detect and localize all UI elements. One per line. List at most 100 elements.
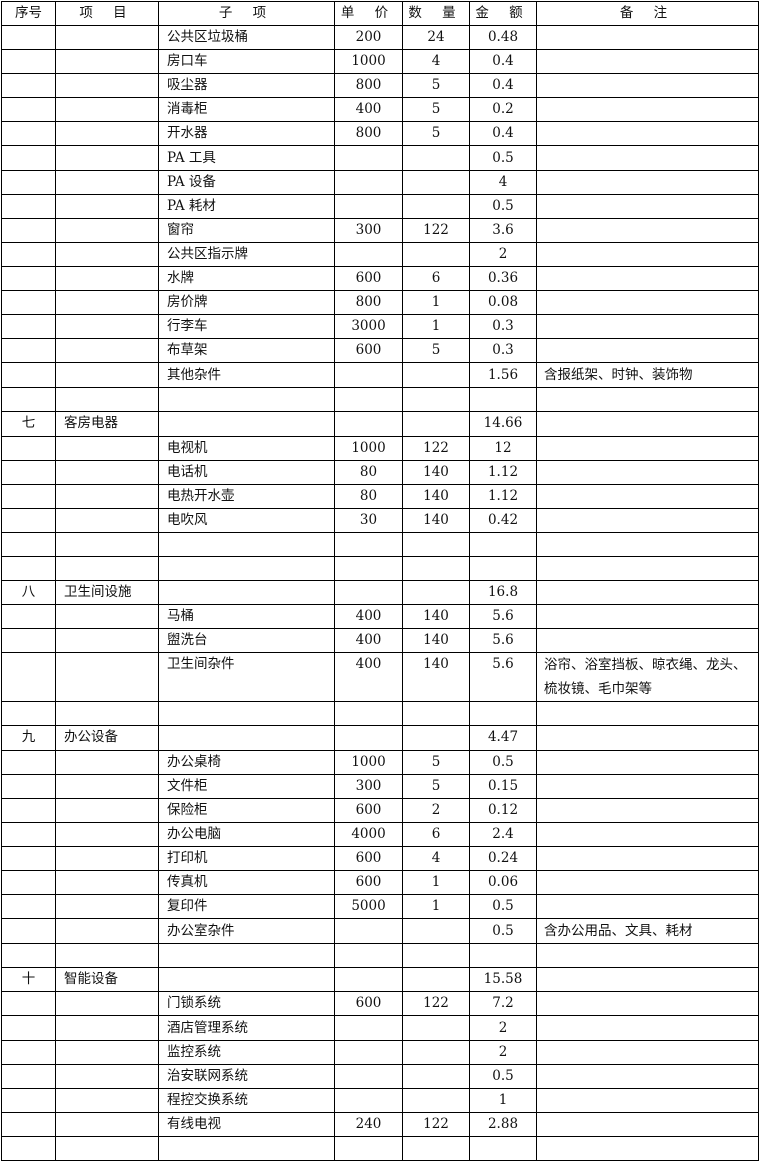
cell-index (1, 1087, 56, 1113)
cell-index (1, 217, 56, 243)
table-row: PA 耗材 0.5 (1, 193, 759, 219)
header-remarks: 备 注 (536, 1, 759, 26)
table-row: 文件柜 300 5 0.15 (1, 773, 759, 799)
cell-amount: 0.5 (469, 193, 537, 219)
cell-index: 七 (1, 411, 56, 437)
cell-quantity: 140 (402, 628, 470, 654)
cell-amount: 0.24 (469, 845, 537, 872)
cell-quantity: 5 (402, 97, 470, 123)
cell-item (55, 483, 159, 509)
cell-item (55, 97, 159, 123)
cell-item (55, 797, 159, 823)
table-row: 保险柜 600 2 0.12 (1, 797, 759, 823)
cell-quantity (402, 145, 470, 171)
cell-amount (469, 943, 537, 969)
cell-subitem: 程控交换系统 (158, 1087, 335, 1113)
cell-remarks (536, 24, 759, 51)
cell-unit-price: 5000 (334, 894, 403, 920)
cell-item (55, 943, 159, 969)
cell-item (55, 507, 159, 533)
cell-subitem: 开水器 (158, 121, 335, 147)
cell-index (1, 338, 56, 364)
cell-index (1, 604, 56, 630)
cell-remarks (536, 555, 759, 582)
cell-quantity: 6 (402, 265, 470, 292)
cell-item (55, 628, 159, 654)
cell-unit-price: 80 (334, 483, 403, 509)
table-row: 公共区垃圾桶 200 24 0.48 (1, 24, 759, 51)
cell-amount: 0.12 (469, 797, 537, 823)
cell-amount: 14.66 (469, 411, 537, 437)
cell-amount: 2 (469, 1015, 537, 1041)
table-row: 行李车 3000 1 0.3 (1, 314, 759, 340)
cell-unit-price: 200 (334, 24, 403, 51)
cell-subitem: 传真机 (158, 869, 335, 896)
cell-subitem: 电吹风 (158, 507, 335, 533)
cell-unit-price (334, 918, 403, 945)
cell-remarks (536, 217, 759, 243)
cell-amount: 12 (469, 435, 537, 461)
cell-unit-price: 600 (334, 265, 403, 292)
cell-amount: 5.6 (469, 604, 537, 630)
table-row: 吸尘器 800 5 0.4 (1, 73, 759, 99)
cell-amount (469, 387, 537, 413)
cell-subitem: 治安联网系统 (158, 1063, 335, 1089)
cell-item (55, 652, 159, 703)
cell-quantity: 1 (402, 869, 470, 896)
cell-quantity: 5 (402, 121, 470, 147)
cell-index (1, 943, 56, 969)
cell-subitem: 办公桌椅 (158, 749, 335, 775)
cell-amount (469, 1135, 537, 1161)
cell-quantity: 5 (402, 749, 470, 775)
table-row (1, 387, 759, 413)
cell-subitem: 打印机 (158, 845, 335, 872)
table-row: 九办公设备 4.47 (1, 725, 759, 751)
cell-unit-price (334, 362, 403, 389)
header-subitem: 子 项 (158, 1, 335, 26)
table-row: 电话机 80 140 1.12 (1, 459, 759, 485)
cell-subitem (158, 580, 335, 606)
cell-quantity: 1 (402, 314, 470, 340)
cell-index (1, 265, 56, 292)
cell-quantity (402, 1039, 470, 1065)
cell-quantity: 122 (402, 991, 470, 1017)
table-row (1, 943, 759, 969)
cell-quantity (402, 387, 470, 413)
cell-item (55, 1063, 159, 1089)
cell-amount: 7.2 (469, 991, 537, 1017)
table-row: 办公桌椅 1000 5 0.5 (1, 749, 759, 775)
cell-index (1, 555, 56, 582)
cell-remarks (536, 387, 759, 413)
cell-remarks (536, 507, 759, 533)
cell-index (1, 193, 56, 219)
cell-quantity: 140 (402, 652, 470, 703)
cell-subitem (158, 1135, 335, 1161)
cell-quantity (402, 555, 470, 582)
cell-unit-price: 3000 (334, 314, 403, 340)
cell-unit-price (334, 1039, 403, 1065)
cell-item (55, 604, 159, 630)
cell-amount: 1.12 (469, 459, 537, 485)
cell-amount: 0.5 (469, 918, 537, 945)
cell-quantity (402, 193, 470, 219)
cell-quantity: 2 (402, 797, 470, 823)
cell-unit-price: 80 (334, 459, 403, 485)
cell-subitem (158, 411, 335, 437)
cell-item (55, 749, 159, 775)
cell-index (1, 507, 56, 533)
cell-amount: 0.15 (469, 773, 537, 799)
cell-item: 客房电器 (55, 411, 159, 437)
cell-unit-price (334, 1087, 403, 1113)
table-row: 办公室杂件 0.5 含办公用品、文具、耗材 (1, 918, 759, 945)
cell-amount: 0.5 (469, 1063, 537, 1089)
cell-index (1, 435, 56, 461)
cell-subitem: 办公室杂件 (158, 918, 335, 945)
cell-remarks: 浴帘、浴室挡板、晾衣绳、龙头、梳妆镜、毛巾架等 (536, 652, 759, 703)
cell-amount: 1.56 (469, 362, 537, 389)
cell-subitem: 电话机 (158, 459, 335, 485)
cell-remarks (536, 531, 759, 557)
cell-unit-price (334, 1135, 403, 1161)
cell-quantity (402, 169, 470, 195)
cell-item (55, 145, 159, 171)
cell-index (1, 97, 56, 123)
